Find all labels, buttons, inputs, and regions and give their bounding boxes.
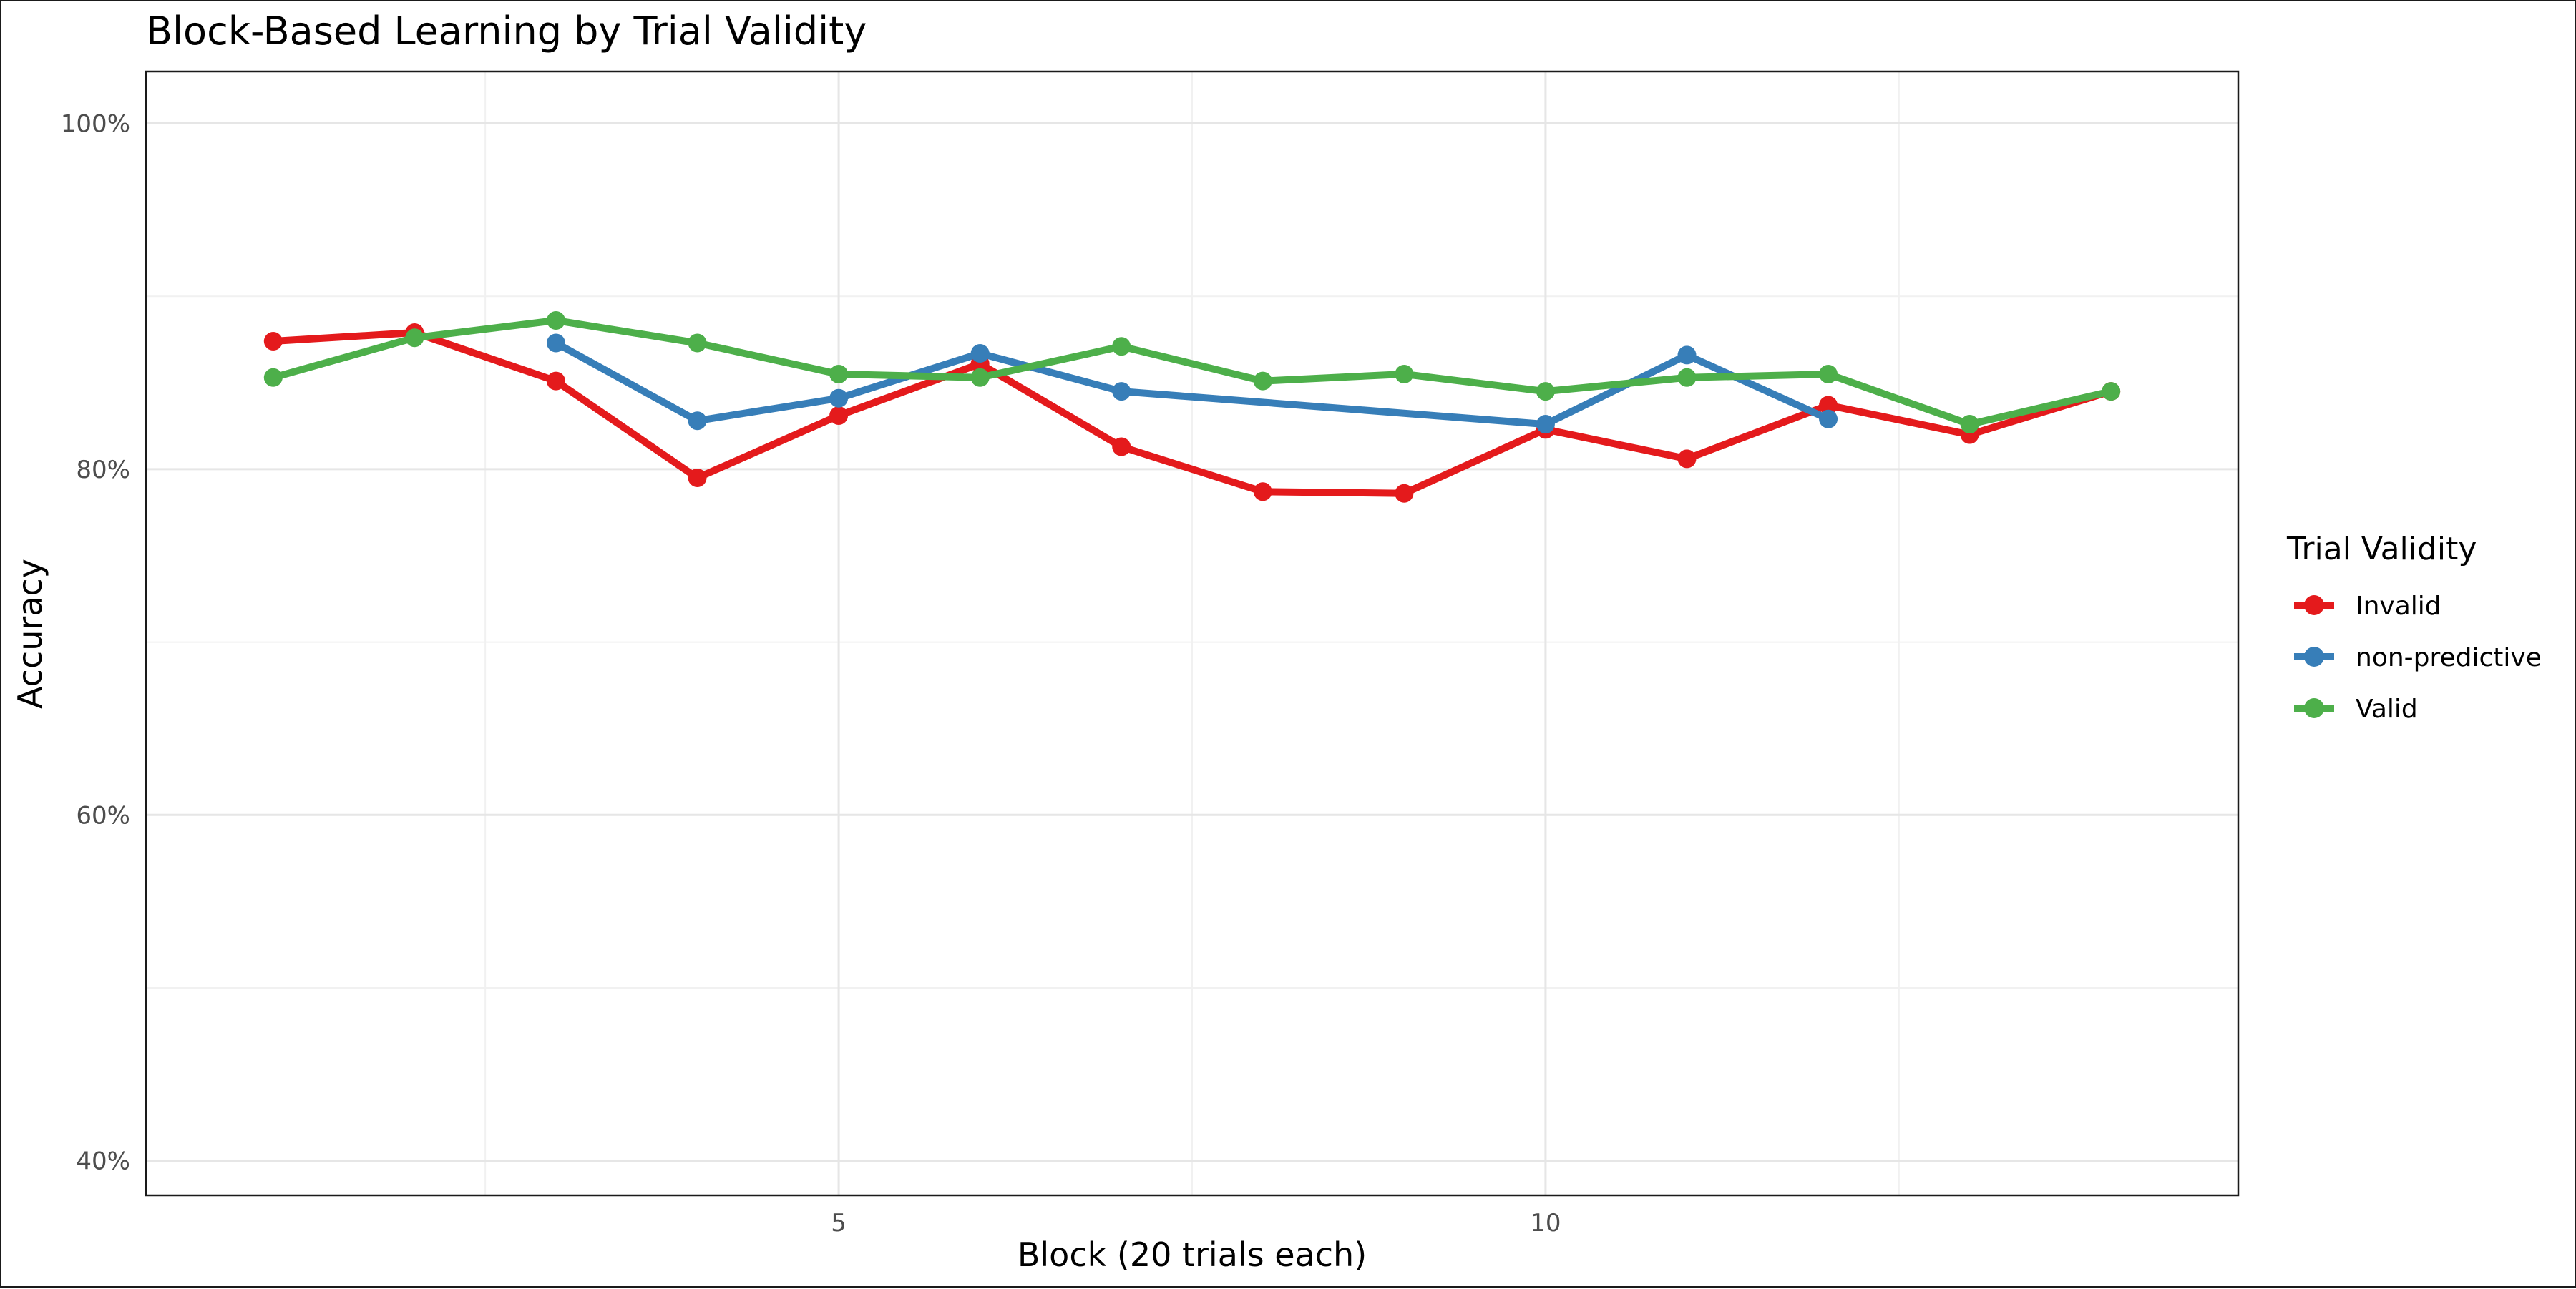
data-point-invalid (1819, 396, 1838, 415)
data-point-non-predictive (1536, 415, 1555, 434)
data-point-non-predictive (1112, 382, 1131, 401)
legend-key-point (2304, 595, 2324, 615)
data-point-invalid (829, 406, 849, 425)
data-point-invalid (1395, 484, 1414, 503)
legend: Trial Validity Invalid non-predictive Vali… (2286, 531, 2542, 724)
legend-label: Invalid (2356, 592, 2441, 621)
data-point-valid (970, 368, 990, 387)
data-point-non-predictive (546, 333, 565, 353)
data-point-non-predictive (688, 411, 707, 431)
data-point-invalid (546, 371, 565, 391)
legend-label: non-predictive (2356, 643, 2542, 672)
series-line-non-predictive (552, 339, 1833, 428)
x-axis-tick-labels: 5 10 (831, 1209, 1561, 1237)
data-point-valid (1677, 368, 1697, 387)
y-axis-tick-labels: 40% 60% 80% 100% (61, 110, 130, 1176)
data-point-valid (546, 311, 565, 330)
legend-item-valid: Valid (2294, 695, 2418, 724)
x-tick-label: 5 (831, 1209, 847, 1237)
data-point-valid (829, 364, 849, 383)
data-point-valid (688, 333, 707, 353)
data-point-valid (1960, 415, 1979, 434)
data-point-valid (1395, 364, 1414, 383)
data-point-non-predictive (1819, 409, 1838, 428)
series-layer (263, 311, 2121, 503)
data-point-valid (1112, 337, 1131, 356)
y-tick-label: 100% (61, 110, 130, 139)
grid-layer (146, 72, 2238, 1195)
x-tick-label: 10 (1530, 1209, 1561, 1237)
data-point-valid (1819, 364, 1838, 383)
data-point-valid (263, 368, 283, 387)
data-point-valid (1536, 382, 1555, 401)
x-axis-title: Block (20 trials each) (1018, 1235, 1367, 1274)
legend-item-invalid: Invalid (2294, 592, 2441, 621)
data-point-valid (405, 328, 424, 348)
series-valid (263, 311, 2121, 434)
data-point-invalid (1112, 437, 1131, 456)
data-point-valid (1253, 371, 1272, 391)
y-tick-label: 80% (76, 456, 130, 484)
data-point-valid (2102, 382, 2121, 401)
plot-panel-border (145, 70, 2240, 1197)
data-point-non-predictive (829, 388, 849, 408)
series-line-valid (269, 317, 2115, 428)
series-non-predictive (546, 333, 1838, 434)
legend-key-point (2304, 647, 2324, 667)
series-line-invalid (269, 329, 2115, 497)
data-point-invalid (263, 332, 283, 351)
data-point-non-predictive (970, 343, 990, 363)
legend-key-point (2304, 698, 2324, 718)
y-tick-label: 40% (76, 1147, 130, 1176)
legend-item-non-predictive: non-predictive (2294, 643, 2542, 672)
legend-title: Trial Validity (2286, 531, 2477, 567)
y-tick-label: 60% (76, 801, 130, 830)
data-point-non-predictive (1677, 345, 1697, 365)
data-point-invalid (688, 468, 707, 487)
chart-title: Block-Based Learning by Trial Validity (146, 9, 867, 54)
data-point-invalid (1253, 482, 1272, 501)
legend-items: Invalid non-predictive Valid (2294, 592, 2542, 724)
data-point-invalid (1677, 449, 1697, 469)
legend-label: Valid (2356, 695, 2418, 724)
y-axis-title: Accuracy (11, 559, 49, 709)
